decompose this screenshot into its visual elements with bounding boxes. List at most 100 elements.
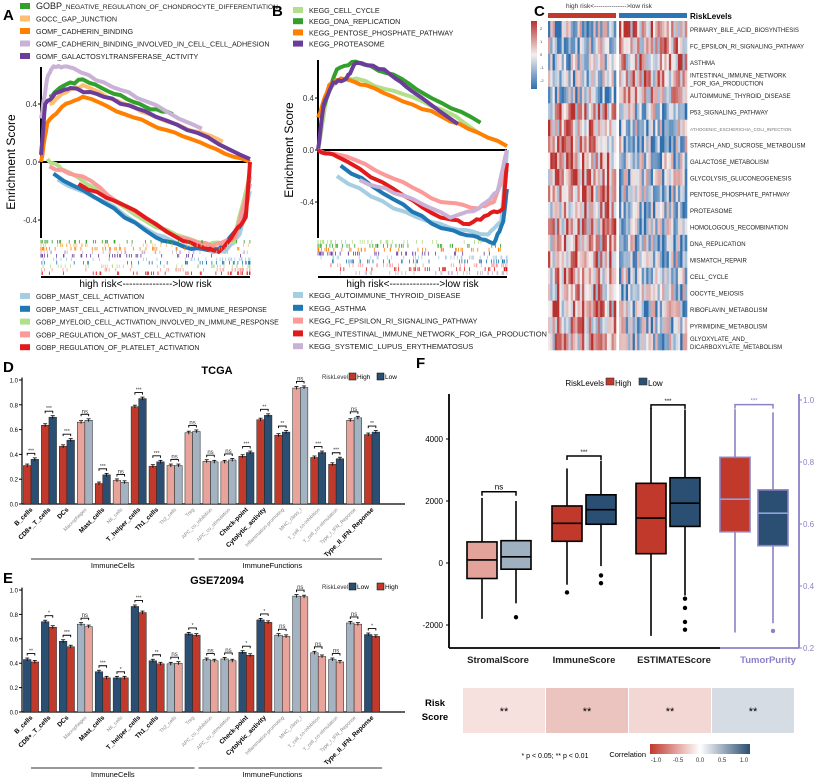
heatmap-cell [597,185,601,203]
bar-low [84,420,93,505]
heatmap-cell [634,267,638,285]
heatmap-cell [641,317,645,334]
x-axis-label: high risk<--------------->low risk [79,279,212,290]
heatmap-cell [595,152,599,170]
heatmap-cell [634,317,638,334]
heatmap-cell [579,317,583,334]
heatmap-cell [584,185,587,203]
outlier-point [682,627,688,632]
heatmap-cell [632,284,636,301]
x-tick-label: T_cell_co-inhibition [287,507,322,542]
legend-swatch [293,330,303,337]
heatmap-cell [641,333,645,351]
heatmap-cell [563,152,567,170]
heatmap-cell [668,201,672,219]
heatmap-cell [619,333,622,351]
heatmap-cell [557,21,560,38]
box-high [719,456,751,533]
heatmap-cell [653,21,656,38]
heatmap-cell [682,185,686,203]
heatmap-cell [619,37,622,55]
heatmap-cell [684,86,688,104]
heatmap-cell [584,218,587,236]
bar-low [317,452,327,505]
group-label: ImmuneFunctions [242,561,302,570]
heatmap-cell [595,136,599,153]
heatmap-cell [611,86,615,104]
heatmap-cell [646,136,649,153]
heatmap-cell [593,218,596,236]
heatmap-cell [666,284,670,301]
heatmap-cell [577,136,581,153]
y-tick-label: -0.4 [23,216,37,225]
heatmap-cell [566,300,569,318]
heatmap-cell [604,103,608,120]
significance-bracket [188,425,197,428]
heatmap-row [548,119,688,137]
es-curve--negative-regulation-of-chondrocyte-differentiation [48,77,174,116]
outlier-point [770,628,776,634]
heatmap-cell [653,119,656,137]
heatmap-cell [677,234,681,252]
heatmap-cell [682,251,686,269]
heatmap-cell [611,317,615,334]
significance-bracket [62,433,72,437]
bar-high [274,434,283,505]
row-label: GALACTOSE_METABOLISM [690,160,769,166]
row-label: ASTHMA [690,61,715,67]
heatmap-cell [570,317,574,334]
heatmap-cell [577,37,581,55]
heatmap-cell [554,119,558,137]
heatmap-cell [559,218,562,236]
heatmap-cell [673,169,676,186]
legend-swatch [376,372,385,381]
heatmap-cell [625,152,629,170]
heatmap-cell [648,300,652,318]
heatmap-cell [557,37,560,55]
heatmap-cell [609,300,612,318]
heatmap-cell [634,218,638,236]
heatmap-cell [554,300,558,318]
heatmap-cell [593,119,596,137]
heatmap-cell [613,333,617,351]
heatmap-cell [634,300,638,318]
heatmap-cell [621,333,624,351]
heatmap-cell [682,284,686,301]
heatmap-cell [630,333,633,351]
heatmap-cell [639,86,642,104]
heatmap-cell [680,119,683,137]
heatmap-cell [561,251,565,269]
heatmap-cell [625,21,629,38]
heatmap-cell [623,136,627,153]
significance-bracket [260,613,269,616]
heatmap-cell [602,300,605,318]
heatmap-cell [572,21,576,38]
heatmap-cell [584,103,587,120]
heatmap-cell [606,251,610,269]
heatmap-cell [639,251,642,269]
heatmap-cell [653,152,656,170]
heatmap-cell [659,169,663,186]
heatmap-cell [619,53,622,71]
heatmap-cell [566,119,569,137]
significance-label: *** [315,442,321,448]
heatmap-cell [641,169,645,186]
heatmap-cell [664,185,667,203]
heatmap-cell [639,21,642,38]
heatmap-cell [677,267,681,285]
outlier-point [682,596,688,601]
bar-low [166,663,175,713]
heatmap-cell [680,234,683,252]
heatmap-cell [579,267,583,285]
heatmap-cell [548,300,551,318]
heatmap-cell [673,234,676,252]
heatmap-cell [563,201,567,219]
bar-low [23,659,32,713]
heatmap-cell [632,70,636,88]
heatmap-cell [666,267,670,285]
heatmap-cell [611,251,615,269]
heatmap-cell [641,251,645,269]
heatmap-cell [646,103,649,120]
heatmap-cell [659,234,663,252]
heatmap-cell [671,234,674,252]
